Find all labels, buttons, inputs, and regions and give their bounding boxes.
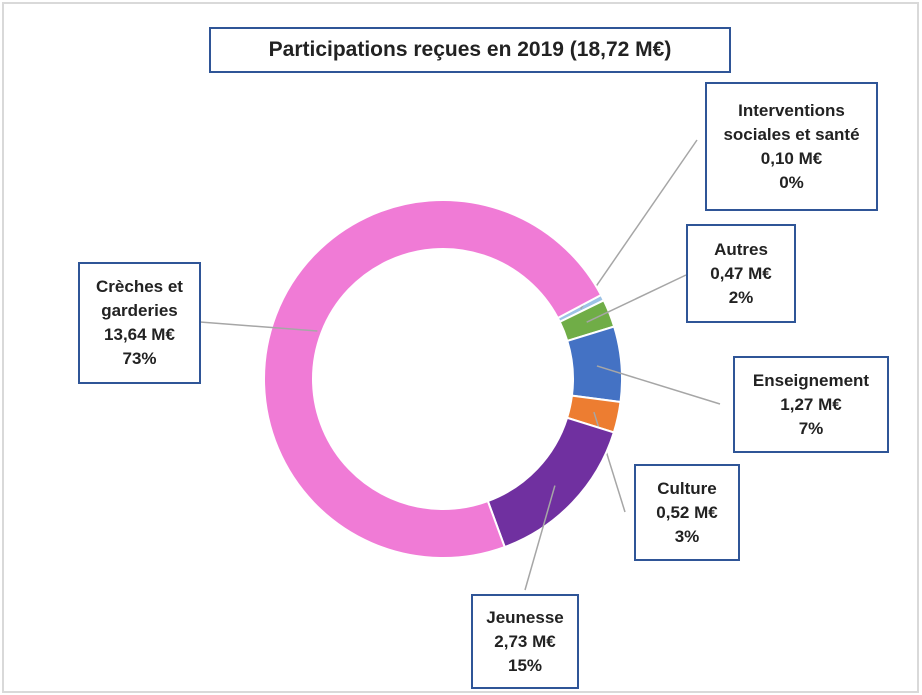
label-category: Enseignement — [752, 370, 870, 390]
donut-slice — [263, 199, 603, 559]
chart-title: Participations reçues en 2019 (18,72 M€) — [209, 27, 731, 73]
data-label: Culture 0,52 M€ 3% — [634, 464, 740, 561]
data-label: Jeunesse 2,73 M€ 15% — [471, 594, 579, 689]
leader-line — [579, 139, 698, 310]
leader-line — [524, 485, 556, 591]
label-value: 1,27 M€ — [780, 394, 842, 414]
label-value: 0,52 M€ — [656, 502, 718, 522]
label-value: 2,73 M€ — [494, 631, 556, 651]
data-label: Interventions sociales et santé 0,10 M€ 0% — [705, 82, 878, 211]
label-category: Crèches et garderies — [96, 277, 183, 320]
label-percent: 15% — [507, 655, 543, 675]
label-percent: 0% — [779, 172, 804, 192]
data-label: Crèches et garderies 13,64 M€ 73% — [78, 262, 201, 384]
donut-slice — [566, 325, 623, 404]
label-category: Autres — [714, 239, 768, 259]
label-category: Jeunesse — [486, 607, 564, 627]
label-percent: 3% — [674, 526, 700, 546]
label-category: Culture — [657, 478, 717, 498]
leader-line — [199, 321, 318, 332]
label-value: 13,64 M€ — [104, 325, 175, 344]
label-category: Interventions sociales et santé — [723, 100, 860, 144]
label-percent: 7% — [798, 418, 824, 438]
label-percent: 2% — [728, 287, 754, 307]
label-value: 0,47 M€ — [710, 263, 772, 283]
label-percent: 73% — [122, 349, 157, 368]
label-value: 0,10 M€ — [760, 148, 823, 168]
data-label: Autres 0,47 M€ 2% — [686, 224, 796, 323]
data-label: Enseignement 1,27 M€ 7% — [733, 356, 889, 453]
leader-line — [586, 274, 687, 323]
leader-line — [596, 365, 721, 405]
